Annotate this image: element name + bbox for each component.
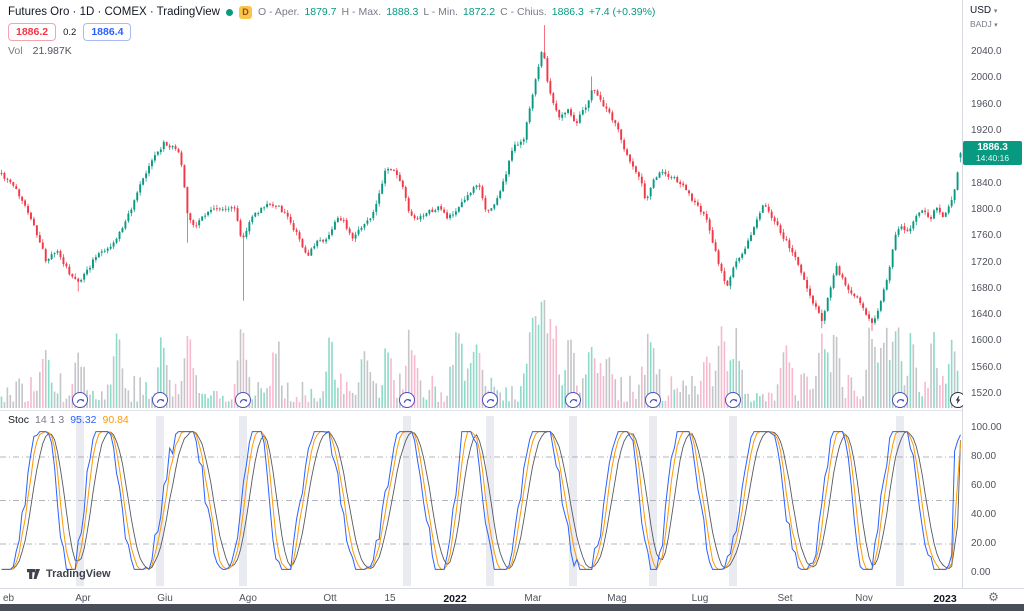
tradingview-logo-icon <box>27 569 40 579</box>
change-value: +7.4 (+0.39%) <box>588 6 656 18</box>
spread-value: 0.2 <box>63 26 77 38</box>
price-axis[interactable]: 2040.0 2000.0 1960.0 1920.0 1840.0 1800.0 1760… <box>963 0 1024 588</box>
indicator-params: 14 1 3 <box>35 414 65 426</box>
delayed-data-icon[interactable]: D <box>238 5 252 19</box>
time-tick-label: Set <box>777 593 793 604</box>
time-tick-label: Ott <box>323 593 337 604</box>
time-tick-label: Ago <box>239 593 257 604</box>
price-chart-pane[interactable] <box>0 0 962 412</box>
open-label: O - Aper. <box>257 6 300 18</box>
time-tick-label: Lug <box>691 593 709 604</box>
axis-settings-cell: ⚙ <box>963 589 1024 604</box>
volume-value: 21.987K <box>32 45 72 57</box>
last-price: 1886.3 <box>977 142 1008 154</box>
stoch-d-value: 90.84 <box>102 414 129 426</box>
price-tick-label: 2000.0 <box>971 72 1002 84</box>
stoch-tick-label: 80.00 <box>971 451 997 462</box>
rollover-icon[interactable] <box>565 392 581 408</box>
price-tick-label: 1920.0 <box>971 125 1002 136</box>
price-tick-label: 1800.0 <box>971 203 1002 215</box>
pane-divider[interactable] <box>0 410 1024 411</box>
rollover-icon[interactable] <box>645 392 661 408</box>
adjustment-selector[interactable]: BADJ ▾ <box>970 19 998 29</box>
price-tick-label: 2040.0 <box>971 46 1002 58</box>
price-axis-header: USD ▾ BADJ ▾ <box>970 5 1020 29</box>
time-tick-label: eb <box>3 593 15 604</box>
price-tick-label: 1840.0 <box>971 177 1002 189</box>
price-tick-label: 1640.0 <box>971 309 1002 321</box>
high-label: H - Max. <box>341 6 382 18</box>
last-price-badge[interactable]: 1886.3 14:40:16 <box>963 141 1022 165</box>
stoch-tick-label: 0.00 <box>971 567 991 578</box>
stoch-tick-label: 60.00 <box>971 480 997 491</box>
time-tick-label: Mag <box>607 593 627 604</box>
tradingview-watermark: TradingView <box>26 566 111 581</box>
indicator-name[interactable]: Stoc <box>8 414 30 426</box>
time-tick-label: 2023 <box>933 593 957 605</box>
price-tick-label: 1560.0 <box>971 361 1002 373</box>
sell-button[interactable]: 1886.2 <box>8 23 57 41</box>
price-tick-label: 1680.0 <box>971 282 1002 294</box>
rollover-icon[interactable] <box>399 392 415 408</box>
rollover-icon[interactable] <box>72 392 88 408</box>
low-value: 1872.2 <box>462 6 496 18</box>
stoch-k-value: 95.32 <box>70 414 97 426</box>
stoch-tick-label: 100.00 <box>971 422 1002 433</box>
time-tick-label: 2022 <box>443 593 467 605</box>
chevron-down-icon: ▾ <box>994 22 998 29</box>
volume-label[interactable]: Vol <box>8 45 23 57</box>
stoch-tick-label: 40.00 <box>971 509 997 520</box>
time-tick-label: Mar <box>524 593 542 604</box>
stochastic-header: Stoc 14 1 3 95.32 90.84 <box>8 414 129 426</box>
volume-readout: Vol 21.987K <box>8 45 72 57</box>
price-tick-label: 1760.0 <box>971 230 1002 242</box>
price-axis-border <box>962 0 963 588</box>
buy-button[interactable]: 1886.4 <box>83 23 132 41</box>
bottom-toolbar-strip <box>0 604 1024 611</box>
market-status-icon <box>225 8 233 16</box>
price-tick-label: 1720.0 <box>971 256 1002 268</box>
currency-selector[interactable]: USD ▾ <box>970 5 998 16</box>
time-tick-label: Giu <box>157 593 173 604</box>
close-value: 1886.3 <box>551 6 584 18</box>
time-axis-border <box>0 588 1024 589</box>
gear-icon[interactable]: ⚙ <box>988 589 999 604</box>
quote-buttons: 1886.2 0.2 1886.4 <box>8 23 132 41</box>
rollover-icon[interactable] <box>892 392 908 408</box>
rollover-icon[interactable] <box>482 392 498 408</box>
time-tick-label: Nov <box>855 593 873 604</box>
time-tick-label: Apr <box>75 593 91 604</box>
close-label: C - Chius. <box>500 6 547 18</box>
time-axis[interactable]: eb Apr Giu Ago Ott 15 2022 Mar Mag Lug Set Nov 2023 <box>0 589 962 605</box>
open-value: 1879.7 <box>304 6 337 18</box>
price-tick-label: 1960.0 <box>971 98 1002 110</box>
high-value: 1888.3 <box>386 6 419 18</box>
stoch-tick-label: 20.00 <box>971 538 997 549</box>
symbol-title[interactable]: Futures Oro · 1D · COMEX · TradingView <box>8 6 220 18</box>
watermark-text: TradingView <box>46 567 111 580</box>
low-label: L - Min. <box>423 6 458 18</box>
stochastic-chart-pane[interactable] <box>0 412 962 588</box>
rollover-icon[interactable] <box>235 392 251 408</box>
price-tick-label: 1520.0 <box>971 388 1002 399</box>
chart-header: Futures Oro · 1D · COMEX · TradingView D… <box>8 5 655 19</box>
chevron-down-icon: ▾ <box>993 8 998 15</box>
ohlc-readout: O - Aper. 1879.7 H - Max. 1888.3 L - Min… <box>258 6 655 18</box>
price-tick-label: 1600.0 <box>971 335 1002 347</box>
time-tick-label: 15 <box>384 593 396 604</box>
bar-countdown: 14:40:16 <box>975 152 1010 163</box>
rollover-icon[interactable] <box>152 392 168 408</box>
rollover-icon[interactable] <box>725 392 741 408</box>
